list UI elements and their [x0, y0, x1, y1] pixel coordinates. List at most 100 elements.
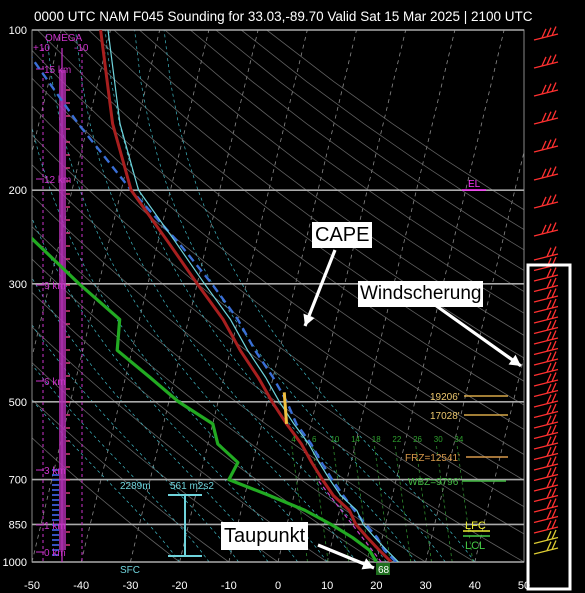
wind-barb-flag [551, 477, 557, 487]
dry-adiabat [32, 49, 524, 430]
wind-barb-staff [533, 379, 559, 387]
temperature-label: -30 [122, 580, 138, 592]
temperature-label: 20 [370, 580, 382, 592]
mixing-ratio-line [456, 443, 474, 562]
freezing-level-label: FRZ=12541' [405, 453, 460, 464]
wind-barb-staff [533, 145, 559, 153]
wind-barb-flag [546, 331, 552, 341]
wind-barb-flag [551, 309, 557, 319]
pressure-label: 100 [9, 25, 27, 37]
wind-barb-staff [533, 431, 559, 440]
wind-barb-staff [533, 337, 559, 345]
wind-barb-flag [546, 247, 552, 257]
wind-barb-flag [546, 467, 552, 478]
temperature-profile-line [99, 30, 393, 562]
mixing-ratio-line [353, 443, 370, 562]
isotherm-line [80, 30, 210, 562]
windscherung-highlight-box [526, 263, 572, 591]
wind-barb-flag [551, 246, 557, 256]
wind-barb-staff [533, 347, 559, 356]
pressure-label: 500 [9, 397, 27, 409]
wind-barb-flag [551, 508, 557, 519]
wind-barb-flag [551, 277, 557, 288]
dry-adiabat [88, 30, 524, 359]
wind-barb-flag [551, 414, 557, 424]
wind-barb-flag [551, 110, 557, 120]
wind-barb-flag [541, 56, 547, 67]
virtual-temperature-line [107, 30, 399, 562]
mixing-ratio-label: 30 [434, 435, 443, 444]
hodograph-panel: 2289m 561 m2s2 SFC 68 [120, 481, 390, 576]
height-label: 9 km [44, 281, 66, 292]
temperature-label: 40 [469, 580, 481, 592]
dry-adiabat [37, 30, 524, 406]
temperature-label: 10 [321, 580, 333, 592]
cape-annotation: CAPE [312, 222, 373, 248]
wind-barb-flag [546, 478, 552, 488]
height-label: 6 km [44, 377, 66, 388]
wind-barb-staff [533, 505, 559, 513]
dry-adiabat [215, 30, 524, 251]
height-level-label: 19206' [430, 392, 460, 403]
wind-barb-flag [546, 499, 552, 509]
height-label: 12 km [44, 175, 71, 186]
wind-barb-flag [551, 82, 557, 92]
pressure-label: 850 [9, 519, 27, 531]
isotherm-line [130, 30, 259, 562]
temperature-label: -40 [73, 580, 89, 592]
mixing-ratio-line [332, 443, 350, 562]
wind-barb-flag [551, 529, 557, 540]
wind-barb-flag [546, 530, 552, 541]
wind-barbs [526, 26, 572, 591]
wind-barb-staff [533, 326, 559, 335]
sfc-value: 68 [378, 565, 390, 576]
wind-barb-staff [533, 284, 559, 293]
temperature-label: 30 [419, 580, 431, 592]
mixing-ratio-line [311, 443, 329, 562]
wet-bulb-line [316, 479, 382, 562]
wind-barb-flag [551, 319, 557, 330]
wind-barb-staff [533, 389, 559, 398]
height-label: 3 km [44, 466, 66, 477]
height-level-label: 17028' [430, 411, 460, 422]
wind-barb-flag [546, 195, 552, 205]
wind-barb-flag [546, 83, 552, 93]
wind-barb-flag [551, 435, 557, 445]
wind-barb-flag [551, 487, 557, 498]
wind-barb-flag [551, 498, 557, 508]
omega-right-label: -10 [74, 43, 89, 54]
wind-barb-flag [546, 362, 552, 373]
wind-barb-staff [533, 229, 559, 237]
sfc-label: SFC [120, 565, 140, 576]
wind-barb-flag [551, 267, 557, 277]
temperature-label: 50 [518, 580, 530, 592]
wind-barb-staff [533, 547, 559, 555]
wind-barb-flag [551, 382, 557, 393]
wind-barb-flag [546, 299, 552, 310]
wind-barb-staff [533, 421, 559, 429]
wind-barb-flag [546, 268, 552, 278]
wind-barb-flag [551, 540, 557, 550]
windscherung-arrow-head [508, 354, 521, 366]
wind-barb-staff [533, 274, 559, 282]
windscherung-annotation: Windscherung [358, 281, 484, 307]
wind-barb-flag [546, 289, 552, 299]
isotherm-line [573, 30, 585, 562]
wind-barb-staff [533, 484, 559, 492]
wind-barb-flag [551, 351, 557, 361]
sfc-value-bg [376, 563, 390, 575]
wind-barb-flag [551, 424, 557, 435]
mixing-ratio-line [435, 443, 453, 562]
wind-barb-staff [533, 515, 559, 524]
wind-barb-staff [533, 295, 559, 303]
wind-barb-flag [551, 194, 557, 204]
labels: 4 6 10 14 18 22 26 30 341002003005007008501000-5… [3, 25, 531, 592]
background-diagonals [32, 30, 585, 562]
wind-barb-staff [533, 173, 559, 181]
dewpoint-profile-line [32, 236, 378, 562]
mixing-ratio-line [373, 443, 391, 562]
wind-barb-flag [546, 223, 552, 233]
wind-barb-flag [546, 373, 552, 383]
wind-barb-staff [533, 410, 559, 419]
